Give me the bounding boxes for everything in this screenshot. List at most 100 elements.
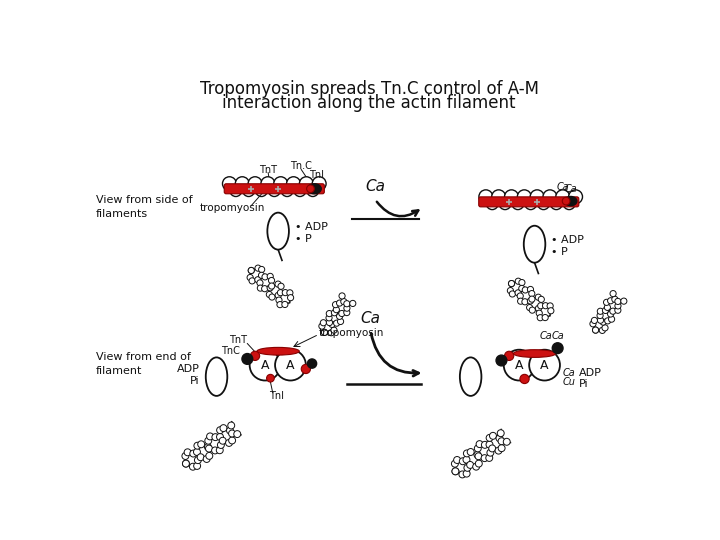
Circle shape (508, 280, 515, 287)
Circle shape (482, 441, 488, 448)
Circle shape (256, 185, 267, 197)
Circle shape (267, 273, 274, 280)
Circle shape (194, 457, 202, 464)
Circle shape (269, 294, 275, 300)
Ellipse shape (267, 213, 289, 249)
Ellipse shape (523, 226, 545, 262)
Circle shape (339, 293, 345, 299)
Circle shape (287, 177, 300, 191)
Circle shape (212, 434, 219, 441)
Circle shape (551, 198, 562, 210)
Circle shape (547, 303, 553, 309)
Circle shape (504, 350, 534, 381)
Circle shape (496, 355, 507, 366)
Circle shape (326, 320, 333, 326)
Circle shape (474, 451, 481, 458)
Circle shape (257, 280, 263, 286)
Circle shape (552, 343, 563, 354)
Circle shape (530, 190, 544, 204)
Circle shape (249, 278, 255, 284)
Text: Tropomyosin spreads Tn.C control of A-M: Tropomyosin spreads Tn.C control of A-M (199, 80, 539, 98)
Circle shape (343, 301, 350, 307)
Circle shape (599, 327, 606, 334)
Circle shape (198, 441, 204, 448)
Text: • ADP: • ADP (552, 235, 585, 245)
Ellipse shape (513, 350, 556, 357)
Circle shape (194, 442, 201, 449)
FancyBboxPatch shape (479, 197, 579, 207)
Circle shape (529, 350, 560, 381)
Circle shape (615, 298, 621, 305)
Text: View from side of
filaments: View from side of filaments (96, 195, 192, 219)
Circle shape (528, 291, 535, 296)
Circle shape (333, 301, 338, 308)
Circle shape (341, 299, 347, 305)
Circle shape (516, 278, 521, 284)
Circle shape (216, 447, 223, 454)
Circle shape (556, 190, 570, 204)
Circle shape (182, 460, 189, 467)
Circle shape (605, 318, 611, 324)
Circle shape (258, 266, 265, 273)
Circle shape (490, 433, 496, 440)
Circle shape (282, 289, 288, 296)
Circle shape (269, 278, 274, 284)
Circle shape (287, 295, 294, 301)
Circle shape (333, 320, 340, 326)
Circle shape (452, 468, 459, 475)
Circle shape (276, 297, 282, 303)
Circle shape (207, 433, 214, 440)
Circle shape (459, 471, 466, 478)
Circle shape (604, 304, 611, 310)
Circle shape (312, 177, 326, 191)
Circle shape (258, 272, 265, 279)
Circle shape (331, 327, 337, 333)
Circle shape (496, 435, 503, 442)
Circle shape (508, 280, 515, 287)
Circle shape (608, 311, 613, 317)
Circle shape (515, 290, 521, 296)
Circle shape (486, 434, 493, 441)
Circle shape (602, 325, 608, 331)
Circle shape (590, 321, 596, 327)
Circle shape (486, 198, 498, 210)
Text: • P: • P (552, 247, 568, 257)
Circle shape (451, 460, 459, 467)
Text: TnT: TnT (259, 165, 277, 174)
Circle shape (503, 438, 510, 445)
Circle shape (610, 308, 616, 314)
Circle shape (542, 314, 548, 321)
Circle shape (608, 298, 613, 304)
Circle shape (248, 177, 262, 191)
Circle shape (563, 198, 575, 210)
Circle shape (197, 454, 204, 461)
Circle shape (275, 292, 282, 299)
Circle shape (329, 321, 335, 327)
Circle shape (525, 198, 536, 210)
Circle shape (486, 455, 492, 461)
Circle shape (475, 453, 482, 460)
Text: interaction along the actin filament: interaction along the actin filament (222, 94, 516, 112)
Circle shape (499, 198, 511, 210)
Circle shape (206, 453, 213, 460)
Ellipse shape (206, 357, 228, 396)
Circle shape (336, 313, 343, 320)
Circle shape (331, 309, 338, 316)
Circle shape (227, 427, 233, 434)
Circle shape (205, 445, 212, 452)
Circle shape (261, 286, 268, 292)
Circle shape (542, 302, 549, 309)
Circle shape (603, 299, 610, 306)
Text: TnI: TnI (269, 391, 284, 401)
Circle shape (321, 329, 328, 335)
Circle shape (248, 267, 254, 274)
Circle shape (621, 298, 627, 304)
Circle shape (454, 456, 461, 463)
Circle shape (326, 315, 332, 321)
Circle shape (467, 449, 474, 455)
Circle shape (612, 296, 618, 302)
Circle shape (495, 447, 502, 454)
Circle shape (300, 177, 313, 191)
Circle shape (321, 329, 328, 335)
Circle shape (242, 354, 253, 364)
